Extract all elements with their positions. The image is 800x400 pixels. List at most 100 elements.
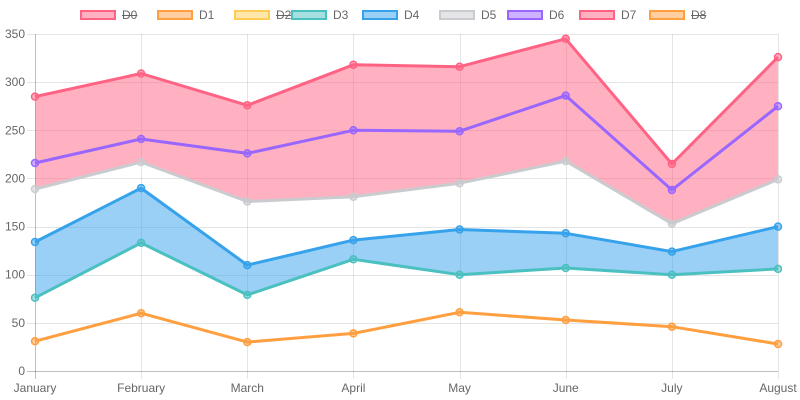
data-point-d4-7[interactable] [773,222,783,231]
legend-label: D7 [621,8,637,22]
x-tick-label: July [661,381,682,395]
data-point-d7-6[interactable] [667,159,677,169]
legend-item-d1[interactable]: D1 [157,8,214,22]
legend-swatch [234,10,270,20]
data-point-d3-4[interactable] [455,270,464,279]
data-point-d5-0[interactable] [30,184,40,194]
data-point-d1-1[interactable] [136,308,146,318]
data-point-d3-7[interactable] [773,264,783,274]
data-point-d7-2[interactable] [243,101,252,110]
series-line-d3 [34,241,779,300]
legend-label: D1 [199,8,215,22]
legend-swatch [649,10,685,20]
y-tick-label: 50 [12,316,26,330]
data-point-d1-7[interactable] [773,339,783,349]
data-point-d5-3[interactable] [349,192,358,201]
legend-swatch [507,10,543,20]
data-point-d5-6[interactable] [667,219,677,228]
y-tick-label: 300 [5,75,25,89]
series-line-d6 [34,94,779,192]
legend-item-d5[interactable]: D5 [439,8,496,22]
data-point-d7-3[interactable] [349,60,358,70]
legend-label: D0 [122,8,138,22]
area-fill-d4 [35,188,778,298]
data-point-d5-2[interactable] [243,197,252,206]
x-tick-label: January [14,381,57,395]
data-point-d4-2[interactable] [243,260,252,270]
legend-item-d4[interactable]: D4 [362,8,419,22]
series-line-d4 [34,186,779,267]
data-point-d4-5[interactable] [561,229,570,238]
data-point-d1-5[interactable] [561,315,570,325]
data-point-d5-1[interactable] [136,157,146,167]
y-tick-label: 200 [5,171,25,185]
data-point-d4-1[interactable] [136,183,146,193]
legend-item-d0[interactable]: D0 [80,8,137,22]
legend-item-d7[interactable]: D7 [579,8,636,22]
area-fills [35,38,778,298]
legend-swatch [157,10,193,20]
data-point-d7-0[interactable] [30,92,40,101]
legend-item-d3[interactable]: D3 [291,8,348,22]
axes: 0 50 100 150 200 250 300 350 January February Marc… [5,27,797,395]
chart-legend: D0 D1 D2 D3 D4 D5 D6 D7 D8 [0,0,800,30]
y-tick-label: 100 [5,268,25,282]
legend-label: D8 [691,8,707,22]
legend-label: D5 [481,8,497,22]
data-point-d6-7[interactable] [773,101,783,111]
x-tick-label: March [231,381,264,395]
x-tick-label: June [553,381,579,395]
data-point-d1-2[interactable] [243,337,252,347]
data-point-d5-5[interactable] [561,156,570,166]
series-line-d5 [34,159,779,226]
data-point-d4-4[interactable] [455,225,464,234]
data-point-d6-0[interactable] [30,158,40,168]
data-point-d3-3[interactable] [349,255,358,264]
y-tick-label: 0 [18,364,25,378]
legend-label: D2 [276,8,292,22]
data-point-d6-4[interactable] [455,126,464,136]
data-point-d6-5[interactable] [561,91,570,100]
data-point-d5-4[interactable] [455,178,464,188]
legend-label: D4 [404,8,420,22]
y-tick-label: 150 [5,220,25,234]
data-point-d5-7[interactable] [773,175,783,184]
data-point-d3-5[interactable] [561,263,570,273]
series-lines [34,37,780,346]
data-point-d3-0[interactable] [30,293,40,303]
x-tick-label: August [759,381,797,395]
data-point-d1-4[interactable] [455,308,464,317]
legend-item-d2[interactable]: D2 [234,8,291,22]
data-points [30,34,783,349]
x-tick-label: February [117,381,165,395]
data-point-d6-6[interactable] [667,185,677,195]
x-tick-label: April [341,381,365,395]
data-point-d3-1[interactable] [136,238,146,248]
data-point-d4-3[interactable] [349,235,358,245]
legend-swatch [362,10,398,20]
legend-swatch [439,10,475,20]
x-tick-label: May [448,381,471,395]
data-point-d1-0[interactable] [30,336,40,346]
data-point-d1-6[interactable] [667,322,677,331]
data-point-d6-1[interactable] [136,134,146,144]
data-point-d4-0[interactable] [30,237,40,247]
data-point-d7-7[interactable] [773,52,783,62]
data-point-d3-6[interactable] [667,270,677,279]
data-point-d7-4[interactable] [455,62,464,71]
data-point-d4-6[interactable] [667,247,677,256]
legend-item-d8[interactable]: D8 [649,8,706,22]
data-point-d6-3[interactable] [349,126,358,135]
data-point-d7-1[interactable] [136,69,146,78]
series-line-d1 [34,310,779,346]
legend-swatch [291,10,327,20]
data-point-d3-2[interactable] [243,290,252,300]
series-line-d7 [34,37,780,166]
data-point-d6-2[interactable] [243,149,252,158]
legend-item-d6[interactable]: D6 [507,8,564,22]
legend-swatch [579,10,615,20]
data-point-d1-3[interactable] [349,329,358,338]
data-point-d7-5[interactable] [561,34,570,44]
legend-label: D3 [333,8,349,22]
